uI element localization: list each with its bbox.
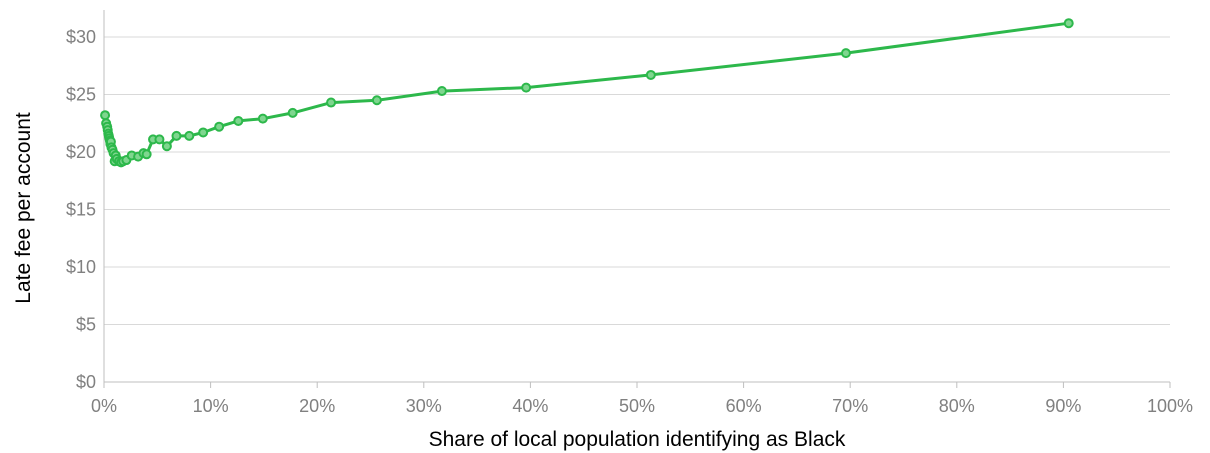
x-tick-label: 100%: [1147, 396, 1193, 416]
y-tick-label: $20: [66, 142, 96, 162]
x-tick-label: 70%: [832, 396, 868, 416]
data-point: [184, 130, 195, 141]
x-tick-label: 80%: [939, 396, 975, 416]
series: [100, 18, 1074, 168]
data-point: [161, 141, 172, 152]
data-point: [436, 86, 447, 97]
x-axis-tick-labels: 0% 10% 20% 30% 40% 50% 60% 70% 80% 90% 100%: [91, 396, 1193, 416]
data-point: [141, 149, 152, 160]
x-tick-label: 20%: [299, 396, 335, 416]
data-point: [645, 69, 656, 80]
x-tick-label: 90%: [1045, 396, 1081, 416]
y-axis-title: Late fee per account: [12, 112, 35, 304]
y-tick-label: $0: [76, 372, 96, 392]
x-axis-title: Share of local population identifying as…: [429, 428, 846, 451]
x-tick-label: 10%: [193, 396, 229, 416]
data-point: [840, 48, 851, 59]
data-point: [100, 110, 111, 121]
x-tick-label: 30%: [406, 396, 442, 416]
y-tick-label: $25: [66, 85, 96, 105]
data-point: [214, 121, 225, 132]
y-tick-label: $5: [76, 315, 96, 335]
series-line: [103, 21, 1071, 164]
x-tick-label: 60%: [726, 396, 762, 416]
data-point: [521, 82, 532, 93]
data-point: [257, 113, 268, 124]
data-point: [198, 127, 209, 138]
data-point: [371, 95, 382, 106]
data-point: [287, 107, 298, 118]
x-tick-label: 40%: [512, 396, 548, 416]
y-axis-tick-labels: $0 $5 $10 $15 $20 $25 $30: [66, 27, 96, 392]
gridlines: [104, 36, 1170, 325]
data-point: [1063, 18, 1074, 29]
data-point: [326, 97, 337, 108]
y-tick-label: $30: [66, 27, 96, 47]
axes: [103, 10, 1171, 388]
y-tick-label: $15: [66, 200, 96, 220]
x-tick-label: 50%: [619, 396, 655, 416]
data-point: [233, 115, 244, 126]
data-point: [154, 134, 165, 145]
y-tick-label: $10: [66, 257, 96, 277]
data-point: [171, 130, 182, 141]
x-tick-label: 0%: [91, 396, 117, 416]
